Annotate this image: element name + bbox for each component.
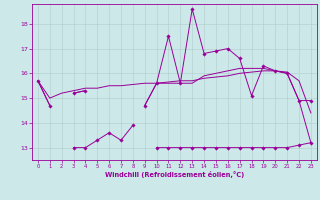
X-axis label: Windchill (Refroidissement éolien,°C): Windchill (Refroidissement éolien,°C) <box>105 171 244 178</box>
